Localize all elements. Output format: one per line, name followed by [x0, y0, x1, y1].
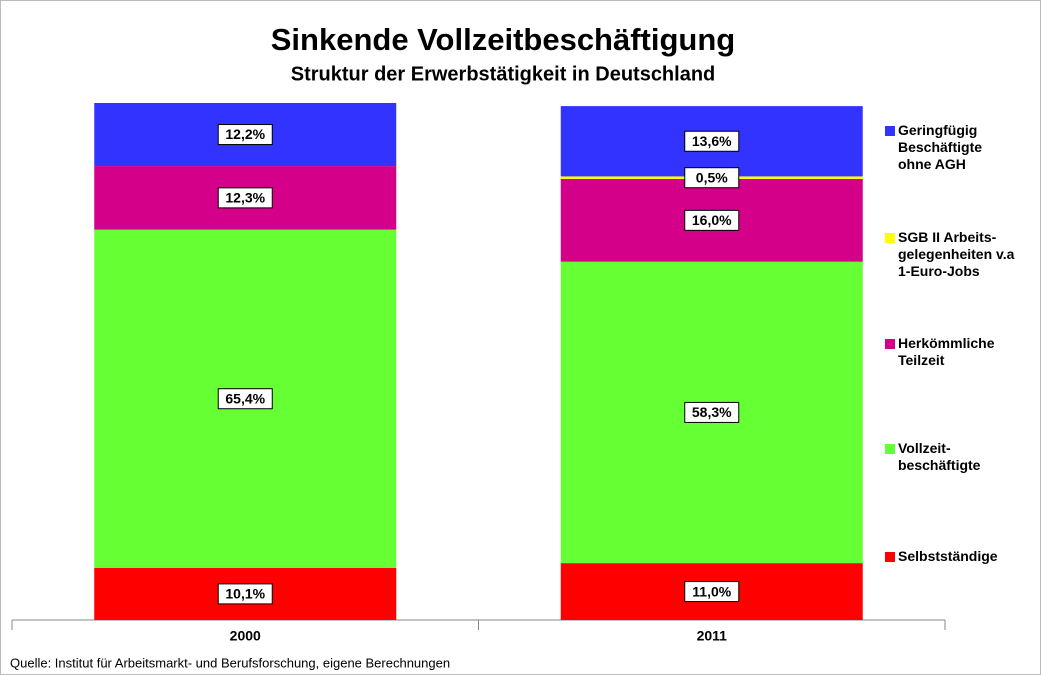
legend-swatch [885, 233, 895, 243]
legend-label: Selbstständige [898, 548, 998, 564]
legend-label: SGB II Arbeits- gelegenheiten v.a 1-Euro… [898, 229, 1015, 279]
data-label-box [217, 187, 273, 209]
x-tick-label: 2011 [697, 628, 728, 644]
data-label: 12,2% [225, 126, 265, 142]
legend-label: Herkömmliche Teilzeit [898, 335, 995, 368]
legend-swatch [885, 126, 895, 136]
data-label-box [684, 167, 740, 189]
data-label-box [217, 583, 273, 605]
chart-title: Sinkende Vollzeitbeschäftigung [271, 22, 736, 57]
data-label: 11,0% [692, 583, 731, 599]
legend-label: Vollzeit- beschäftigte [898, 440, 981, 473]
data-label-box [684, 581, 740, 603]
data-label-box [217, 388, 273, 410]
data-label-box [684, 130, 740, 152]
data-label: 12,3% [225, 190, 265, 206]
chart-subtitle: Struktur der Erwerbstätigkeit in Deutsch… [291, 63, 716, 85]
data-label-box [217, 124, 273, 146]
data-label: 0,5% [696, 169, 728, 185]
source: Quelle: Institut für Arbeitsmarkt- und B… [10, 655, 450, 670]
data-label-box [684, 209, 740, 231]
data-label: 58,3% [692, 404, 732, 420]
data-label: 16,0% [692, 212, 732, 228]
legend-swatch [885, 339, 895, 349]
data-label-box [684, 401, 740, 423]
data-label: 10,1% [225, 586, 265, 602]
data-label: 13,6% [692, 133, 732, 149]
legend-label: Geringfügig Beschäftigte ohne AGH [898, 122, 983, 172]
data-label: 65,4% [225, 390, 265, 406]
legend-swatch [885, 444, 895, 454]
legend-swatch [885, 552, 895, 562]
x-tick-label: 2000 [230, 628, 261, 644]
